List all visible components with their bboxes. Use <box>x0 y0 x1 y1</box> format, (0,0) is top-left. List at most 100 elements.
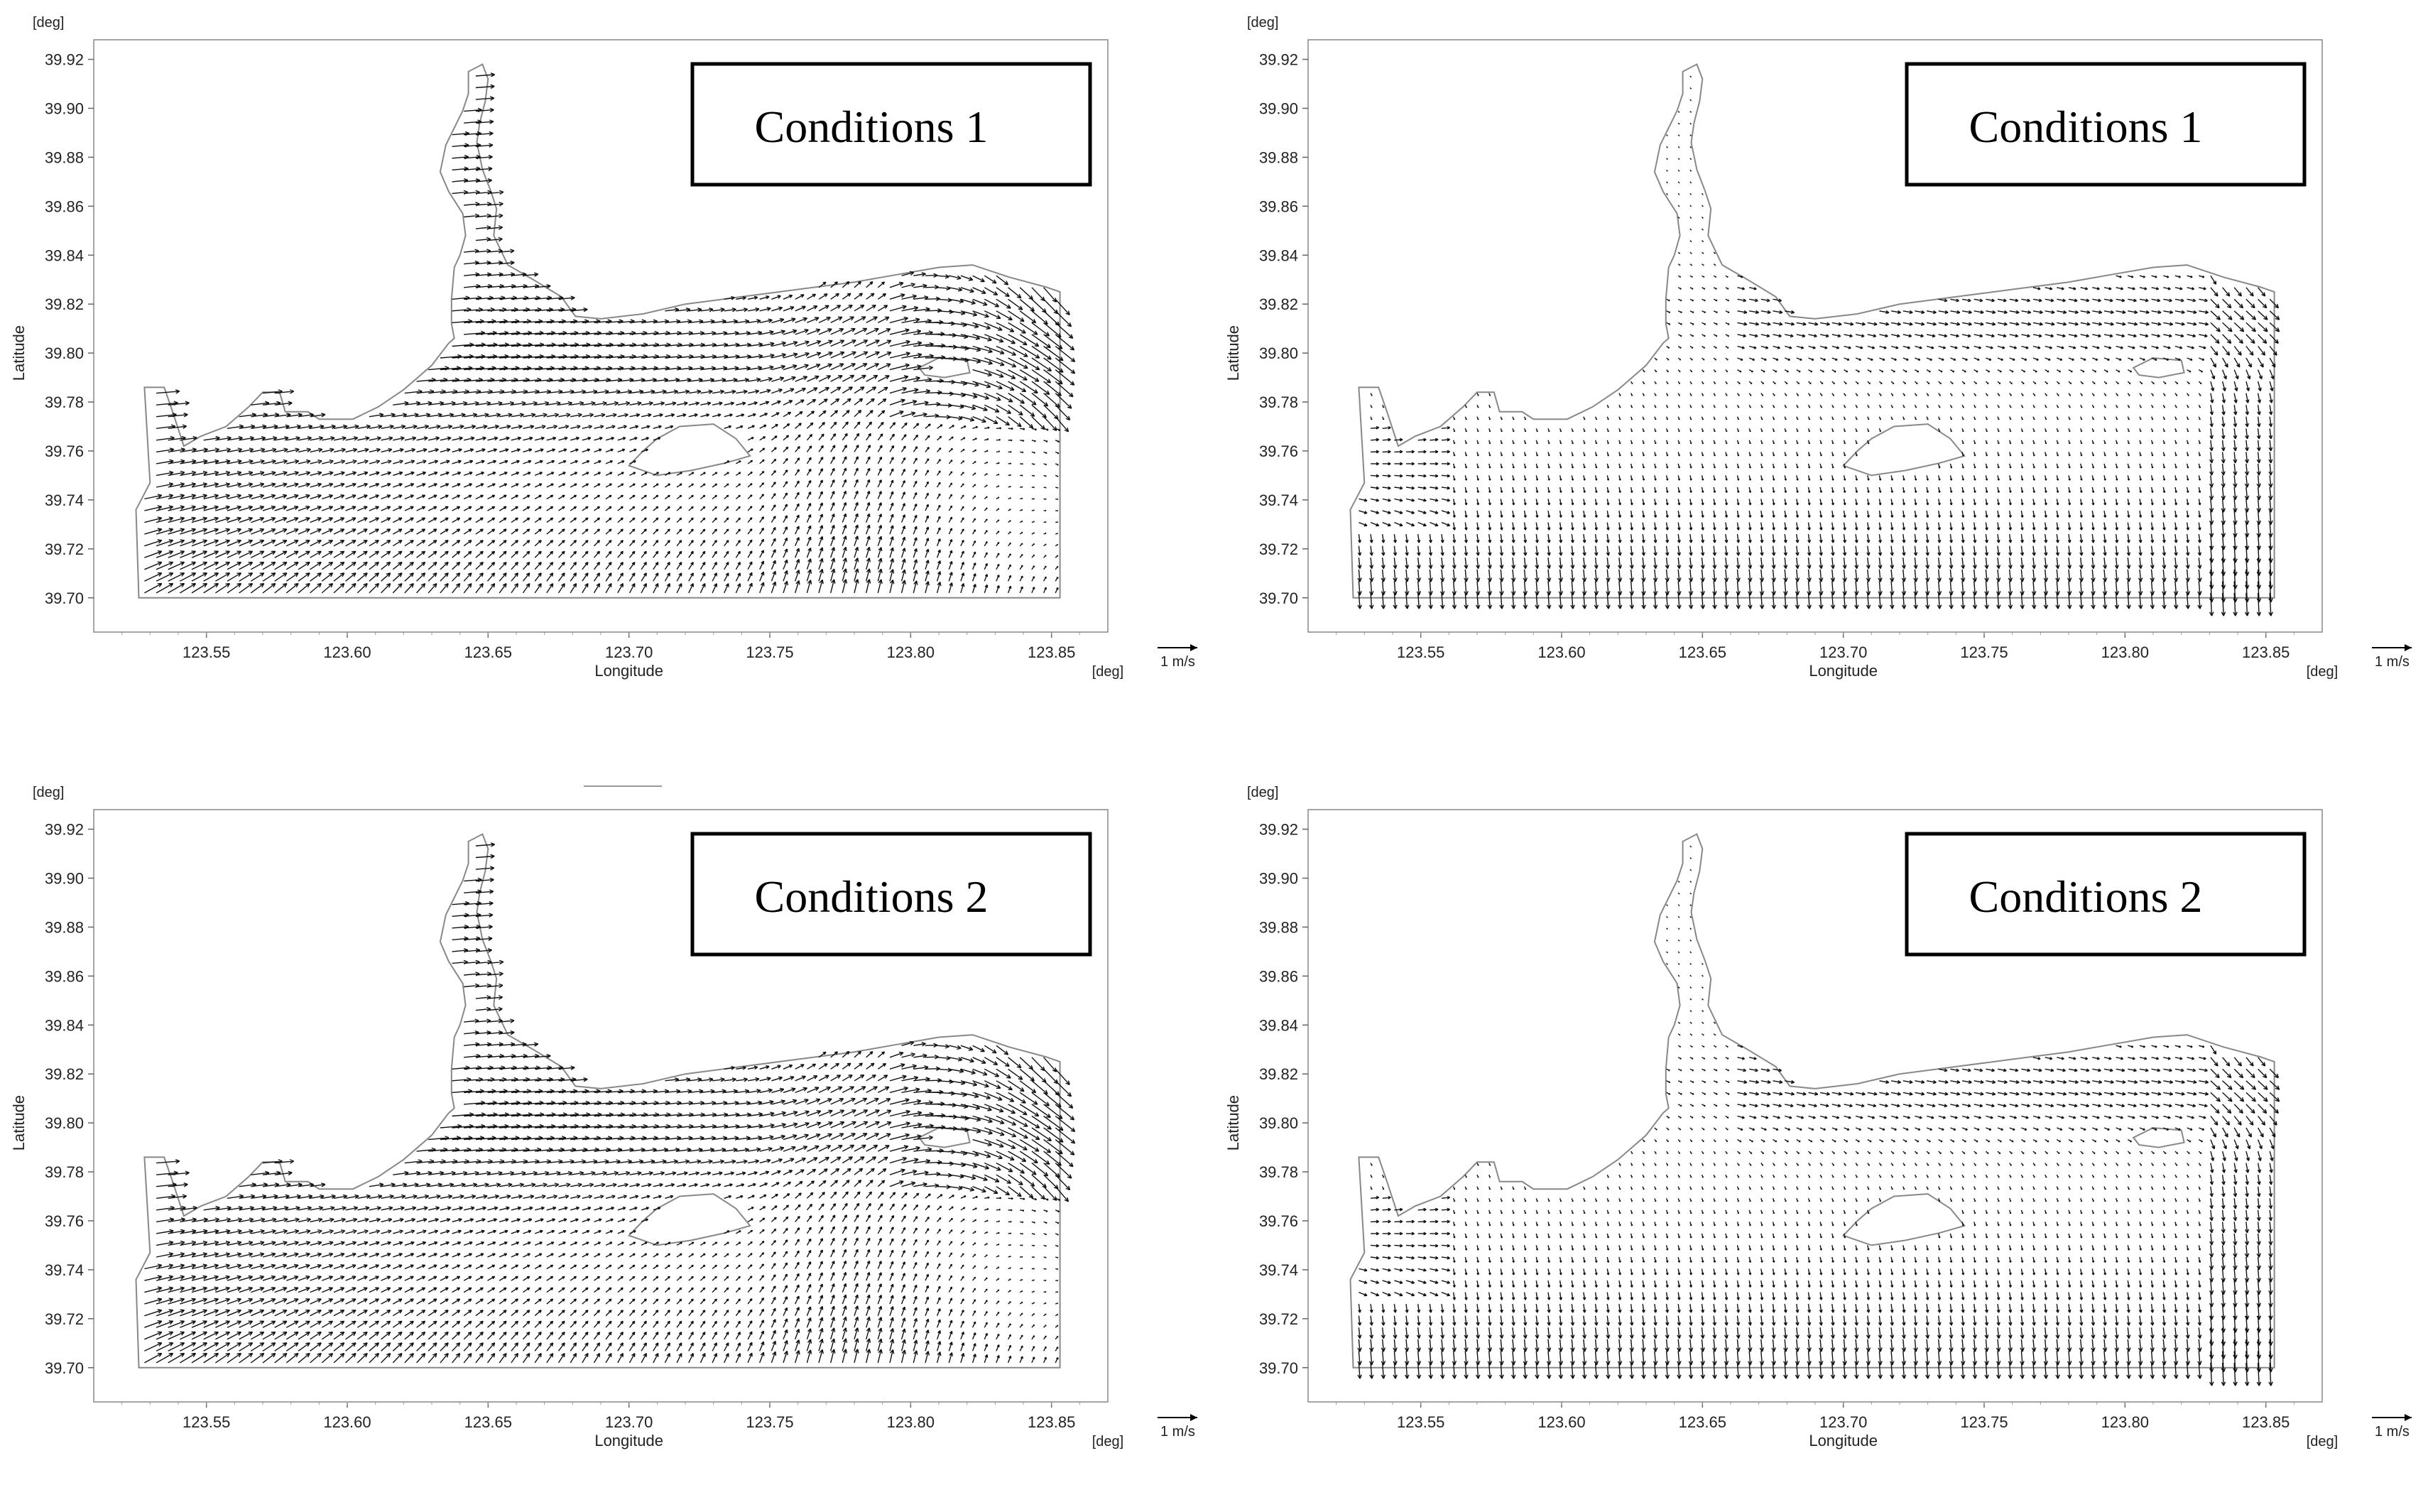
chart-panel: 39.70 39.72 39.74 39.76 39.78 39.80 39.82 39.84… <box>1214 770 2422 1508</box>
y-tick-label: 39.88 <box>45 148 84 166</box>
y-tick-label: 39.74 <box>45 1261 84 1279</box>
scale-arrow-head <box>1190 644 1197 651</box>
x-tick-label: 123.75 <box>746 643 793 661</box>
x-unit-label: [deg] <box>2307 1434 2338 1450</box>
y-tick-label: 39.78 <box>45 393 84 411</box>
condition-box <box>690 62 1092 187</box>
y-tick-label: 39.82 <box>45 1065 84 1083</box>
islet-outline <box>2132 1126 2185 1148</box>
x-tick-label: 123.60 <box>323 643 371 661</box>
y-tick-label: 39.84 <box>45 246 84 264</box>
y-tick-label: 39.80 <box>45 1114 84 1132</box>
y-tick-label: 39.92 <box>45 51 84 69</box>
x-tick-label: 123.70 <box>1819 1413 1867 1431</box>
y-tick-label: 39.80 <box>1259 344 1298 362</box>
y-tick-label: 39.72 <box>45 1310 84 1328</box>
y-tick-label: 39.76 <box>1259 442 1298 460</box>
y-tick-label: 39.82 <box>45 295 84 313</box>
x-tick-label: 123.60 <box>323 1413 371 1431</box>
y-tick-label: 39.90 <box>1259 869 1298 887</box>
y-tick-label: 39.86 <box>1259 197 1298 215</box>
condition-box <box>1905 832 2307 957</box>
chart-panel: 39.70 39.72 39.74 39.76 39.78 39.80 39.82 39.84… <box>1214 0 2422 739</box>
vector-plot: 39.70 39.72 39.74 39.76 39.78 39.80 39.82 39.84… <box>10 785 1197 1450</box>
y-tick-label: 39.74 <box>1259 1261 1298 1279</box>
y-tick-label: 39.76 <box>1259 1212 1298 1230</box>
x-tick-label: 123.75 <box>1960 1413 2008 1431</box>
scale-label: 1 m/s <box>1160 1424 1195 1440</box>
y-tick-label: 39.70 <box>1259 1359 1298 1377</box>
x-tick-label: 123.55 <box>183 1413 230 1431</box>
x-tick-label: 123.75 <box>746 1413 793 1431</box>
island-outline <box>627 423 751 477</box>
island-outline <box>1841 423 1966 477</box>
x-axis-title: Longitude <box>1809 1432 1878 1450</box>
x-tick-label: 123.65 <box>1679 643 1726 661</box>
vector-plot: 39.70 39.72 39.74 39.76 39.78 39.80 39.82 39.84… <box>1224 785 2412 1450</box>
vector-field <box>1357 75 2280 616</box>
y-tick-label: 39.86 <box>1259 967 1298 985</box>
y-tick-label: 39.74 <box>1259 491 1298 509</box>
x-tick-label: 123.85 <box>1028 1413 1075 1431</box>
x-tick-label: 123.65 <box>464 643 512 661</box>
x-unit-label: [deg] <box>1092 1434 1123 1450</box>
condition-label: Conditions 2 <box>1969 871 2203 922</box>
y-tick-label: 39.72 <box>1259 540 1298 558</box>
islet-outline <box>2132 357 2185 379</box>
island-outline <box>627 1193 751 1246</box>
y-tick-label: 39.76 <box>45 442 84 460</box>
y-tick-label: 39.70 <box>1259 589 1298 607</box>
scale-arrow-head <box>2405 1414 2412 1421</box>
x-tick-label: 123.60 <box>1537 643 1585 661</box>
y-tick-label: 39.86 <box>45 967 84 985</box>
vector-field <box>144 842 1076 1364</box>
vector-field <box>1357 845 2280 1386</box>
x-tick-label: 123.80 <box>2101 1413 2149 1431</box>
scale-label: 1 m/s <box>2375 1424 2410 1440</box>
x-tick-label: 123.55 <box>1397 1413 1444 1431</box>
y-tick-label: 39.78 <box>1259 393 1298 411</box>
y-tick-label: 39.92 <box>1259 821 1298 839</box>
y-tick-label: 39.84 <box>45 1016 84 1034</box>
vector-plot: 39.70 39.72 39.74 39.76 39.78 39.80 39.82 39.84… <box>10 15 1197 680</box>
x-tick-label: 123.70 <box>605 1413 653 1431</box>
condition-label: Conditions 1 <box>1969 102 2203 152</box>
velocity-arrows <box>144 72 1076 594</box>
condition-label: Conditions 1 <box>755 102 989 152</box>
x-axis-title: Longitude <box>594 662 663 680</box>
x-tick-label: 123.80 <box>2101 643 2149 661</box>
y-axis-title: Latitude <box>1224 1095 1242 1151</box>
y-tick-label: 39.82 <box>1259 1065 1298 1083</box>
velocity-arrows <box>1357 845 2280 1386</box>
x-tick-label: 123.85 <box>2242 1413 2290 1431</box>
y-axis-title: Latitude <box>1224 325 1242 381</box>
velocity-arrows <box>144 842 1076 1364</box>
x-axis-title: Longitude <box>594 1432 663 1450</box>
x-tick-label: 123.80 <box>887 1413 935 1431</box>
x-tick-label: 123.65 <box>1679 1413 1726 1431</box>
y-tick-label: 39.80 <box>1259 1114 1298 1132</box>
y-tick-label: 39.92 <box>1259 51 1298 69</box>
island-outline <box>1841 1193 1966 1246</box>
chart-panel: 39.70 39.72 39.74 39.76 39.78 39.80 39.82 39.84… <box>0 0 1207 739</box>
y-tick-label: 39.92 <box>45 821 84 839</box>
vector-field <box>144 72 1076 594</box>
y-tick-label: 39.72 <box>45 540 84 558</box>
x-tick-label: 123.75 <box>1960 643 2008 661</box>
y-tick-label: 39.84 <box>1259 1016 1298 1034</box>
scale-label: 1 m/s <box>1160 654 1195 670</box>
y-tick-label: 39.70 <box>45 589 84 607</box>
y-tick-label: 39.74 <box>45 491 84 509</box>
y-unit-label: [deg] <box>1247 15 1278 31</box>
y-tick-label: 39.70 <box>45 1359 84 1377</box>
y-tick-label: 39.88 <box>1259 918 1298 936</box>
x-tick-label: 123.55 <box>1397 643 1444 661</box>
y-axis-title: Latitude <box>10 1095 28 1151</box>
x-tick-label: 123.60 <box>1537 1413 1585 1431</box>
vector-plot: 39.70 39.72 39.74 39.76 39.78 39.80 39.82 39.84… <box>1224 15 2412 680</box>
y-tick-label: 39.82 <box>1259 295 1298 313</box>
y-tick-label: 39.72 <box>1259 1310 1298 1328</box>
y-tick-label: 39.84 <box>1259 246 1298 264</box>
y-tick-label: 39.76 <box>45 1212 84 1230</box>
